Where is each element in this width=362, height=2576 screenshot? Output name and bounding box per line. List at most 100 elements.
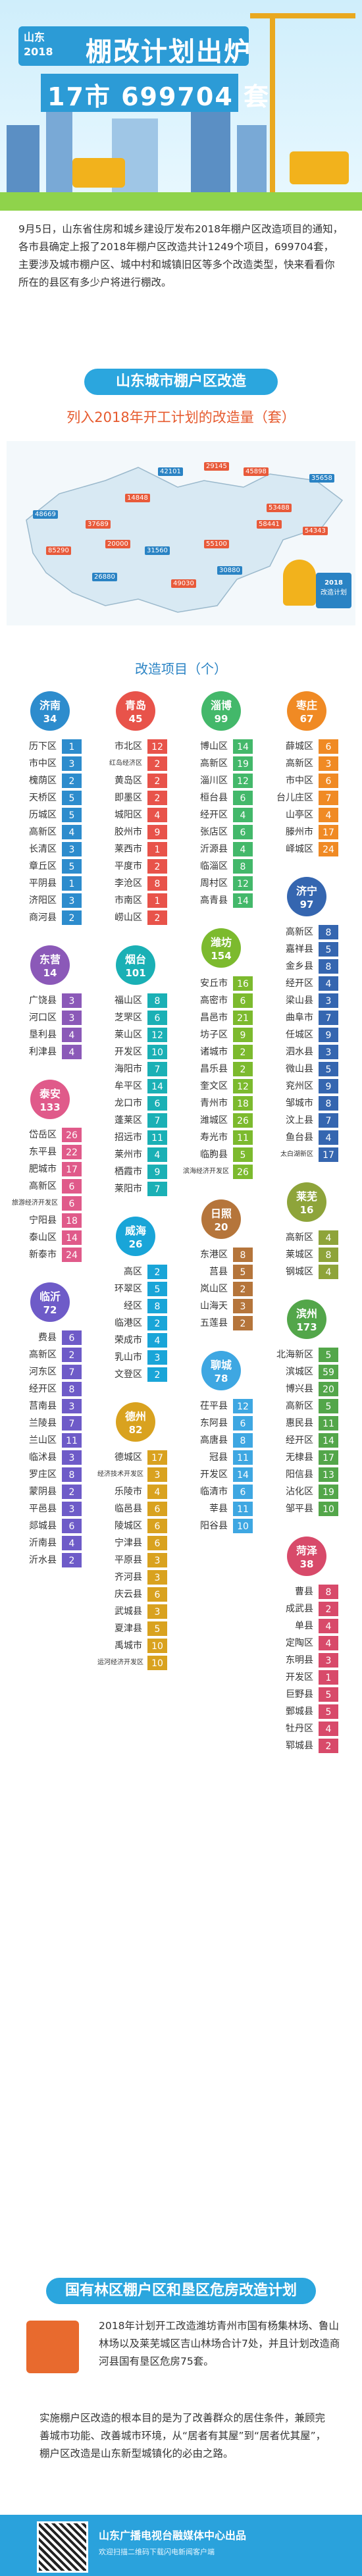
district-row: 城阳区 4 xyxy=(97,807,176,823)
district-name: 山海天 xyxy=(200,1301,228,1311)
district-name: 罗庄区 xyxy=(29,1469,57,1480)
district-row: 经开区 14 xyxy=(269,1433,348,1448)
district-count: 6 xyxy=(319,739,338,754)
district-count: 14 xyxy=(233,1467,253,1482)
district-count: 2 xyxy=(147,791,167,805)
district-count: 6 xyxy=(147,1502,167,1516)
district-row: 五莲县 2 xyxy=(183,1315,262,1331)
city-name: 东营 xyxy=(39,953,61,966)
district-count: 6 xyxy=(147,1096,167,1111)
district-row: 利津县 4 xyxy=(12,1044,91,1060)
district-count: 4 xyxy=(319,1130,338,1145)
district-row: 历下区 1 xyxy=(12,739,91,754)
district-row: 开发区 10 xyxy=(97,1044,176,1060)
city-total: 99 xyxy=(214,713,228,725)
map-subheading: 列入2018年开工计划的改造量（套） xyxy=(66,409,296,425)
district-count: 3 xyxy=(62,1399,82,1413)
district-count: 3 xyxy=(147,1350,167,1365)
district-row: 费县 6 xyxy=(12,1330,91,1346)
district-count: 11 xyxy=(233,1450,253,1465)
district-name: 肥城市 xyxy=(29,1164,57,1174)
district-name: 阳谷县 xyxy=(200,1521,228,1531)
district-count: 3 xyxy=(147,1604,167,1619)
district-name: 武城县 xyxy=(115,1606,142,1617)
district-count: 3 xyxy=(62,842,82,856)
district-name: 沂水县 xyxy=(29,1555,57,1565)
district-name: 潍城区 xyxy=(200,1115,228,1126)
page-title: 棚改计划出炉 xyxy=(86,37,251,67)
district-row: 茌平县 12 xyxy=(183,1398,262,1414)
district-count: 19 xyxy=(319,1485,338,1499)
map-tag: 54343 xyxy=(303,527,328,535)
district-count: 17 xyxy=(62,1162,82,1176)
city-total: 26 xyxy=(128,1238,143,1250)
district-row: 莘县 11 xyxy=(183,1501,262,1517)
district-name: 张店区 xyxy=(200,827,228,837)
district-name: 城阳区 xyxy=(115,810,142,820)
city-name: 日照 xyxy=(210,1207,232,1220)
district-row: 槐荫区 2 xyxy=(12,773,91,789)
district-name: 禹城市 xyxy=(115,1641,142,1651)
district-row: 龙口市 6 xyxy=(97,1095,176,1111)
district-name: 定陶区 xyxy=(286,1638,313,1648)
district-name: 曲阜市 xyxy=(286,1012,313,1023)
region-line2: 2018 xyxy=(24,45,53,58)
district-count: 26 xyxy=(62,1128,82,1142)
city-total: 45 xyxy=(128,713,143,725)
district-row: 荣成市 4 xyxy=(97,1332,176,1348)
district-count: 2 xyxy=(233,1045,253,1059)
city-name: 淄博 xyxy=(210,699,232,712)
district-count: 4 xyxy=(319,1619,338,1633)
district-name: 新泰市 xyxy=(29,1249,57,1260)
district-name: 高新区 xyxy=(29,827,57,837)
district-count: 3 xyxy=(319,1653,338,1668)
qr-code[interactable] xyxy=(37,2521,88,2573)
district-row: 临邑县 6 xyxy=(97,1501,176,1517)
district-row: 滕州市 17 xyxy=(269,824,348,840)
district-name: 运河经济开发区 xyxy=(97,1659,143,1666)
ground-strip xyxy=(0,192,362,211)
district-count: 8 xyxy=(233,859,253,874)
district-name: 红岛经济区 xyxy=(109,760,142,767)
district-name: 平原县 xyxy=(115,1555,142,1565)
district-count: 9 xyxy=(319,1028,338,1042)
district-count: 4 xyxy=(319,1265,338,1279)
district-count: 5 xyxy=(319,1062,338,1076)
district-name: 庆云县 xyxy=(115,1589,142,1600)
district-row: 高新区 6 xyxy=(12,1178,91,1194)
district-row: 峄城区 24 xyxy=(269,841,348,857)
district-name: 市中区 xyxy=(286,775,313,786)
district-count: 16 xyxy=(233,976,253,991)
district-row: 陵城区 6 xyxy=(97,1518,176,1534)
district-count: 5 xyxy=(319,1687,338,1702)
district-count: 10 xyxy=(319,1502,338,1516)
district-count: 6 xyxy=(62,1179,82,1194)
district-name: 临沭县 xyxy=(29,1452,57,1463)
district-name: 高新区 xyxy=(286,927,313,937)
district-name: 经区 xyxy=(124,1301,142,1311)
district-row: 市中区 6 xyxy=(269,773,348,789)
city-name: 菏泽 xyxy=(296,1544,317,1557)
district-count: 4 xyxy=(147,1485,167,1499)
district-row: 宁津县 6 xyxy=(97,1535,176,1551)
district-name: 龙口市 xyxy=(115,1098,142,1109)
district-count: 2 xyxy=(147,910,167,925)
district-name: 惠民县 xyxy=(286,1418,313,1429)
district-name: 荣成市 xyxy=(115,1335,142,1346)
map-tag: 55100 xyxy=(204,540,229,548)
district-row: 齐河县 3 xyxy=(97,1569,176,1585)
district-count: 9 xyxy=(319,1079,338,1093)
district-count: 3 xyxy=(62,993,82,1008)
city-badge: 济宁 97 xyxy=(287,877,326,916)
district-name: 莒县 xyxy=(209,1267,228,1277)
district-row: 环翠区 5 xyxy=(97,1281,176,1297)
district-count: 18 xyxy=(62,1213,82,1228)
district-name: 高密市 xyxy=(200,995,228,1006)
district-name: 滨城区 xyxy=(286,1367,313,1377)
hero-banner: 山东 2018 棚改计划出炉 17市 699704 套 xyxy=(0,0,362,211)
plan-badge-text: 改造计划 xyxy=(321,589,347,596)
district-row: 东平县 22 xyxy=(12,1144,91,1160)
district-row: 高密市 6 xyxy=(183,993,262,1009)
district-row: 巨野县 5 xyxy=(269,1687,348,1702)
city-name: 潍坊 xyxy=(210,936,232,949)
